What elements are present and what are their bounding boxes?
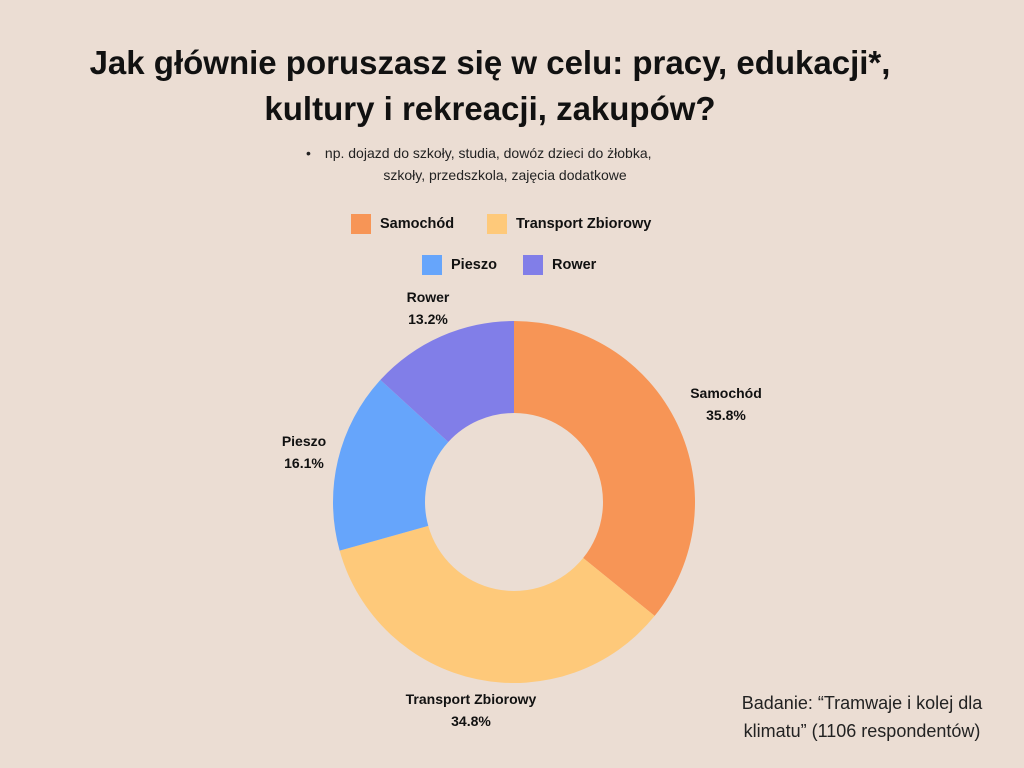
slice-value-transport-zbiorowy: 34.8%	[451, 713, 491, 729]
slice-samochod	[514, 321, 695, 616]
slice-label-pieszo: Pieszo	[282, 433, 326, 449]
source-line-2: klimatu” (1106 respondentów)	[743, 721, 981, 741]
footnote-line-2: szkoły, przedszkola, zajęcia dodatkowe	[383, 167, 627, 183]
source-note: Badanie: “Tramwaje i kolej dla klimatu” …	[712, 689, 1012, 745]
chart-title-line-2: kultury i rekreacji, zakupów?	[264, 90, 716, 127]
slice-value-rower: 13.2%	[408, 311, 448, 327]
legend-swatch-rower	[523, 255, 543, 275]
legend-swatch-transport-zbiorowy	[487, 214, 507, 234]
legend-item-samochod: Samochód	[351, 214, 454, 234]
slice-pieszo	[333, 379, 449, 551]
legend-item-pieszo: Pieszo	[422, 255, 497, 275]
slice-label-rower: Rower	[407, 289, 450, 305]
source-line-1: Badanie: “Tramwaje i kolej dla	[741, 693, 983, 713]
slice-value-pieszo: 16.1%	[284, 455, 324, 471]
slice-transport-zbiorowy	[339, 525, 655, 683]
slice-label-samochod: Samochód	[690, 385, 762, 401]
slice-rower	[380, 321, 514, 442]
legend-swatch-pieszo	[422, 255, 442, 275]
legend-label-samochod: Samochód	[380, 216, 455, 232]
footnote-line-1: np. dojazd do szkoły, studia, dowóz dzie…	[300, 142, 720, 164]
legend-label-transport-zbiorowy: Transport Zbiorowy	[516, 216, 652, 232]
legend-item-transport-zbiorowy: Transport Zbiorowy	[487, 214, 651, 234]
legend-label-pieszo: Pieszo	[451, 257, 497, 273]
chart-title-line-1: Jak głównie poruszasz się w celu: pracy,…	[89, 44, 891, 81]
slice-label-transport-zbiorowy: Transport Zbiorowy	[406, 691, 537, 707]
footnote-bullet: np. dojazd do szkoły, studia, dowóz dzie…	[300, 142, 720, 186]
legend-swatch-samochod	[351, 214, 371, 234]
legend-item-rower: Rower	[523, 255, 596, 275]
slice-value-samochod: 35.8%	[706, 407, 746, 423]
legend-label-rower: Rower	[552, 257, 597, 273]
chart-title: Jak głównie poruszasz się w celu: pracy,…	[40, 40, 940, 132]
